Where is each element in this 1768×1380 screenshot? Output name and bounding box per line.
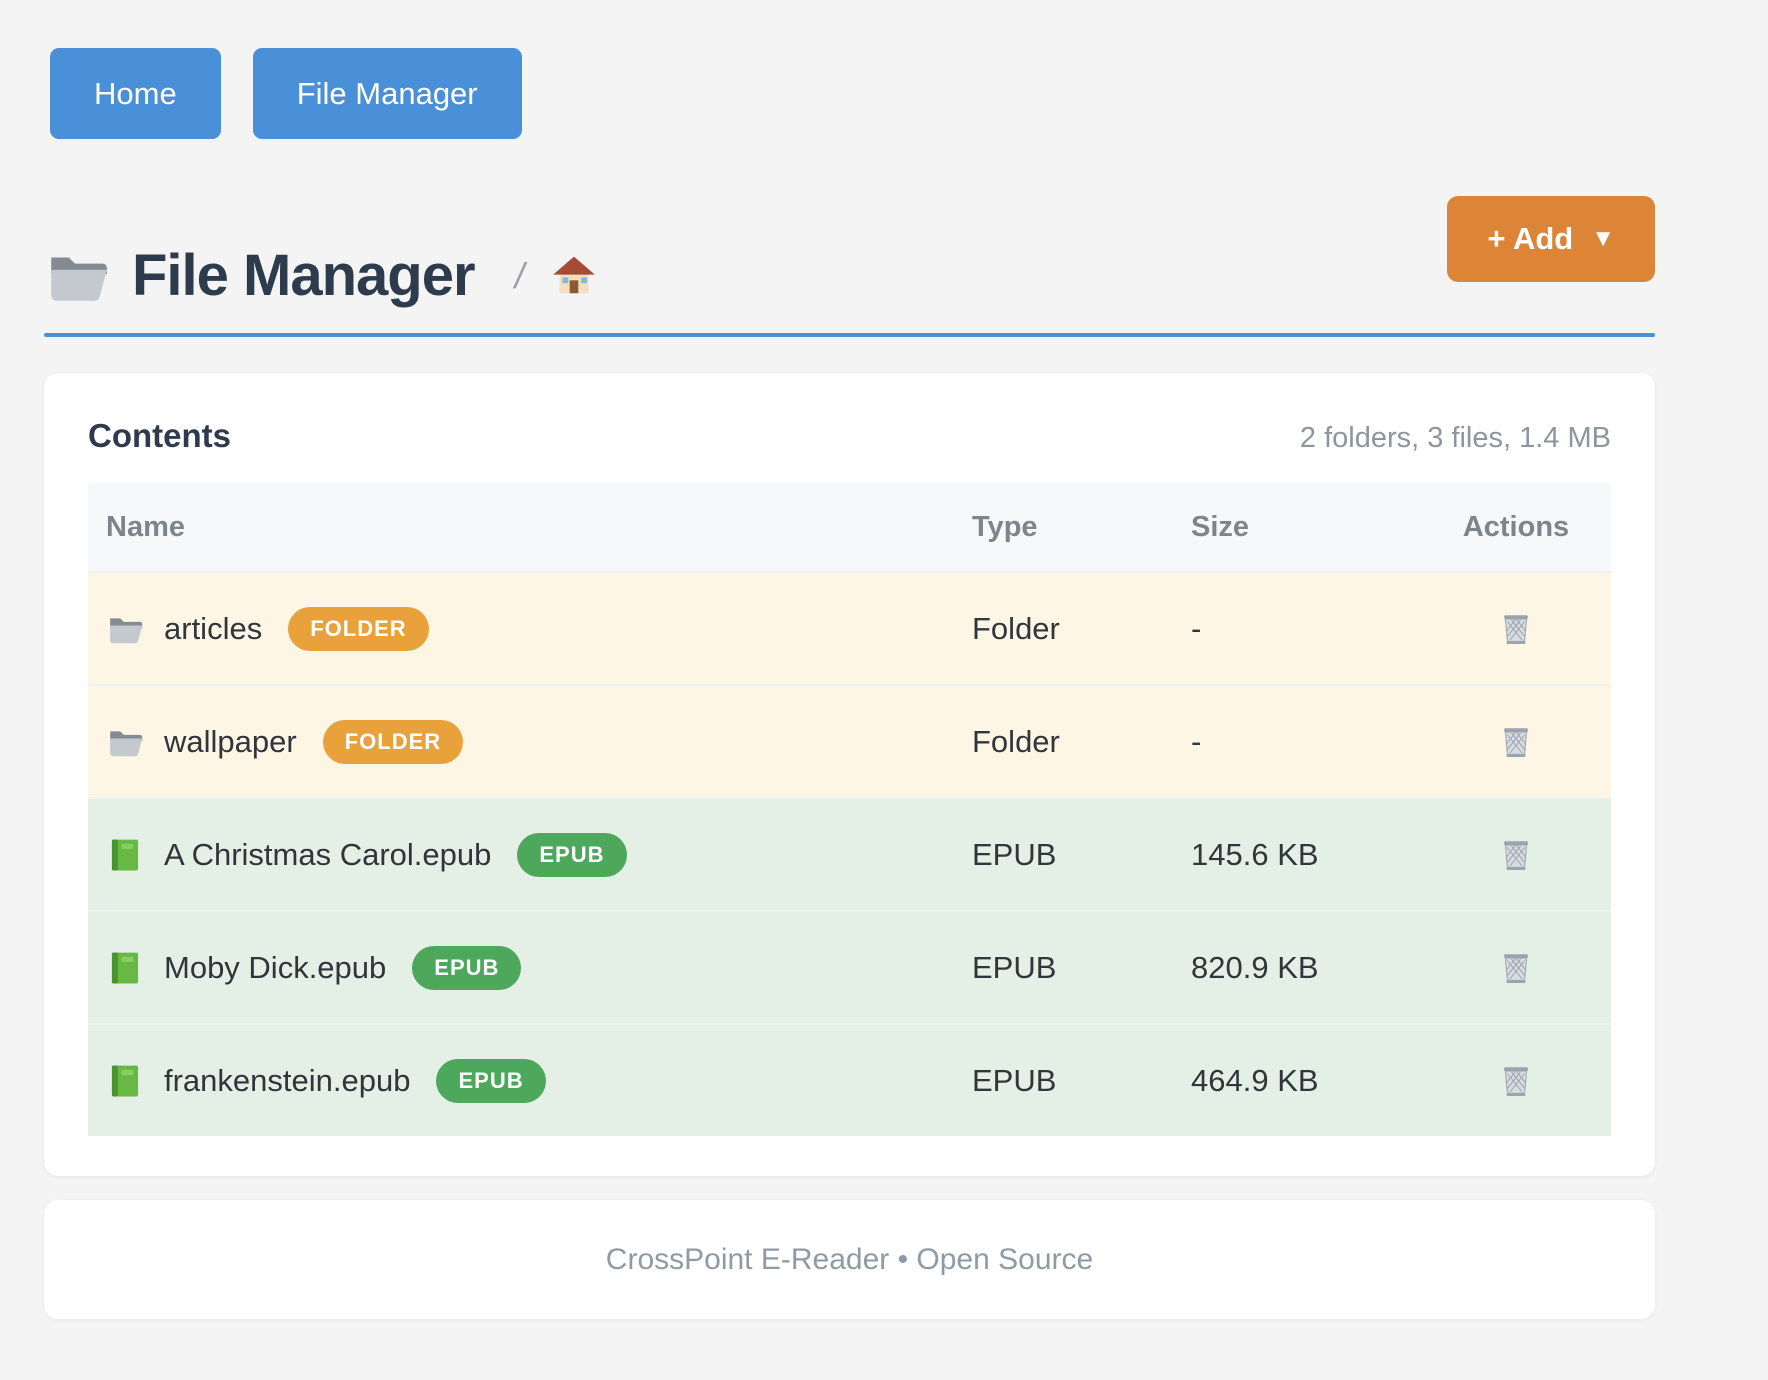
book-icon — [106, 1062, 144, 1100]
column-header-type: Type — [972, 510, 1038, 543]
file-size: 820.9 KB — [1191, 949, 1319, 985]
folder-badge: FOLDER — [322, 719, 464, 764]
file-name: A Christmas Carol.epub — [164, 836, 492, 872]
file-type: Folder — [972, 610, 1060, 646]
trash-icon — [1496, 948, 1536, 988]
add-button[interactable]: + Add ▼ — [1447, 196, 1655, 282]
file-name: wallpaper — [164, 723, 297, 759]
delete-button[interactable] — [1496, 609, 1536, 649]
file-type: EPUB — [972, 949, 1057, 985]
file-name: articles — [164, 610, 263, 646]
table-row[interactable]: A Christmas Carol.epub EPUB EPUB 145.6 K… — [88, 797, 1611, 910]
file-size: 145.6 KB — [1191, 836, 1319, 872]
nav-home-button[interactable]: Home — [50, 48, 221, 139]
file-size: 464.9 KB — [1191, 1062, 1319, 1098]
caret-down-icon: ▼ — [1591, 225, 1615, 252]
trash-icon — [1496, 722, 1536, 762]
folder-badge: FOLDER — [288, 606, 429, 651]
epub-badge: EPUB — [517, 832, 627, 877]
page-header: File Manager / + Add ▼ — [44, 196, 1655, 309]
folder-icon — [106, 610, 144, 648]
page-title: File Manager — [132, 243, 476, 308]
nav-file-manager-button[interactable]: File Manager — [252, 48, 522, 139]
footer: CrossPoint E-Reader • Open Source — [44, 1200, 1655, 1319]
trash-icon — [1496, 1061, 1536, 1101]
add-button-label: + Add — [1487, 221, 1574, 256]
book-icon — [106, 949, 144, 987]
folder-icon — [44, 243, 110, 309]
epub-badge: EPUB — [412, 945, 522, 990]
trash-icon — [1496, 835, 1536, 875]
column-header-actions: Actions — [1462, 510, 1570, 543]
delete-button[interactable] — [1496, 835, 1536, 875]
table-row[interactable]: frankenstein.epub EPUB EPUB 464.9 KB — [88, 1023, 1611, 1136]
delete-button[interactable] — [1496, 948, 1536, 988]
trash-icon — [1496, 609, 1536, 649]
table-row[interactable]: Moby Dick.epub EPUB EPUB 820.9 KB — [88, 910, 1611, 1023]
file-type: EPUB — [972, 836, 1057, 872]
file-table: Name Type Size Actions articles FOLDER — [88, 483, 1611, 1136]
footer-text: CrossPoint E-Reader • Open Source — [605, 1242, 1094, 1276]
file-type: EPUB — [972, 1062, 1057, 1098]
file-type: Folder — [972, 723, 1060, 759]
card-header: Contents 2 folders, 3 files, 1.4 MB — [88, 417, 1611, 455]
top-navigation: Home File Manager — [44, 0, 1655, 139]
delete-button[interactable] — [1496, 722, 1536, 762]
delete-button[interactable] — [1496, 1061, 1536, 1101]
column-header-size: Size — [1191, 510, 1250, 543]
page: Home File Manager File Manager / — [44, 0, 1655, 1319]
header-divider — [44, 333, 1655, 337]
breadcrumb-separator: / — [511, 254, 529, 296]
file-name: Moby Dick.epub — [164, 949, 387, 985]
folder-icon — [106, 723, 144, 761]
house-icon[interactable] — [551, 253, 597, 299]
epub-badge: EPUB — [436, 1058, 546, 1103]
table-row[interactable]: articles FOLDER Folder - — [88, 571, 1611, 684]
contents-heading: Contents — [88, 417, 231, 454]
contents-card: Contents 2 folders, 3 files, 1.4 MB Name… — [44, 373, 1655, 1176]
book-icon — [106, 836, 144, 874]
table-header-row: Name Type Size Actions — [88, 483, 1611, 571]
file-name: frankenstein.epub — [164, 1062, 411, 1098]
table-row[interactable]: wallpaper FOLDER Folder - — [88, 684, 1611, 797]
contents-summary: 2 folders, 3 files, 1.4 MB — [1299, 422, 1611, 454]
file-size: - — [1191, 610, 1202, 646]
title-wrap: File Manager / — [44, 196, 1655, 309]
file-size: - — [1191, 723, 1202, 759]
column-header-name: Name — [106, 510, 185, 543]
